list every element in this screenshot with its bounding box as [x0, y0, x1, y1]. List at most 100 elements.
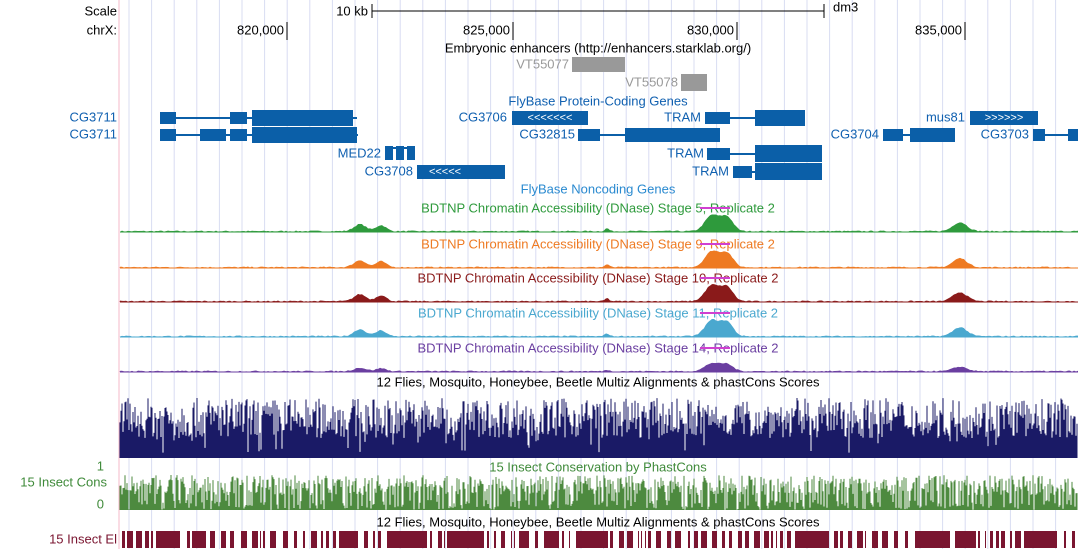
signal	[119, 250, 1078, 269]
conservation-signal	[119, 475, 1078, 510]
scale-bar	[371, 4, 825, 18]
track-title: BDTNP Chromatin Accessibility (DNase) St…	[417, 270, 778, 285]
conserved-element	[848, 531, 852, 548]
conserved-element	[985, 531, 986, 548]
conserved-element	[990, 531, 993, 548]
conserved-element	[136, 531, 142, 548]
gene-label: CG3706	[459, 109, 507, 124]
conserved-element	[780, 531, 783, 548]
conserved-element	[430, 531, 432, 548]
conserved-element	[865, 531, 866, 548]
track-title: BDTNP Chromatin Accessibility (DNase) St…	[418, 305, 778, 320]
conserved-element	[787, 531, 791, 548]
svg-text:<<<<<: <<<<<	[429, 166, 461, 178]
conserved-element	[387, 531, 427, 548]
conserved-element	[145, 531, 149, 548]
conserved-element	[955, 531, 976, 548]
conserved-element	[252, 531, 258, 548]
conserved-element	[321, 531, 323, 548]
conserved-element	[514, 531, 515, 548]
gene-label: CG3708	[365, 163, 413, 178]
gene-label: TRAM	[692, 163, 729, 178]
track-title: 15 Insect Conservation by PhastCons	[489, 459, 707, 474]
conserved-element	[339, 531, 358, 548]
signal	[119, 362, 1078, 373]
conserved-element	[210, 531, 215, 548]
ruler-tick-label: 820,000	[237, 22, 284, 37]
conserved-element	[834, 531, 838, 548]
track-title: BDTNP Chromatin Accessibility (DNase) St…	[421, 200, 775, 215]
signal	[119, 214, 1078, 233]
track-title: BDTNP Chromatin Accessibility (DNase) St…	[417, 340, 778, 355]
enhancer-label: VT55077	[516, 56, 569, 71]
svg-text:<<<<<<<: <<<<<<<	[528, 112, 573, 124]
conserved-element	[675, 531, 681, 548]
conserved-element	[241, 531, 247, 548]
track-title: FlyBase Noncoding Genes	[521, 181, 676, 196]
conserved-element	[656, 531, 661, 548]
gene-label: CG3711	[70, 109, 117, 124]
conserved-element	[535, 531, 538, 548]
conserved-element	[882, 531, 888, 548]
peak-cap	[700, 312, 730, 314]
conserved-element	[501, 531, 505, 548]
conserved-element	[156, 531, 180, 548]
strand-arrows: <<<<<<< >>>>>> <<<<<	[429, 112, 1023, 178]
scale-bar-label: 10 kb	[336, 3, 368, 18]
peak-cap	[700, 243, 730, 245]
track-title: 12 Flies, Mosquito, Honeybee, Beetle Mul…	[377, 374, 820, 389]
conserved-element	[1010, 531, 1012, 548]
scale-label: Scale	[84, 3, 117, 18]
conserved-element	[641, 531, 642, 548]
conserved-element	[712, 531, 717, 548]
conserved-element	[771, 531, 773, 548]
conserved-element	[915, 531, 950, 548]
conserved-element	[487, 531, 489, 548]
enhancer	[681, 74, 707, 91]
conserved-element	[694, 531, 698, 548]
conserved-element	[638, 531, 639, 548]
axis-label: 1	[97, 458, 104, 473]
assembly: dm3	[833, 0, 858, 14]
conserved-element	[447, 531, 484, 548]
alignment-signal	[119, 398, 1078, 458]
gene-label: CG3711	[70, 126, 117, 141]
gene-label: CG3704	[831, 126, 879, 141]
conserved-element	[645, 531, 646, 548]
track-title: FlyBase Protein-Coding Genes	[508, 93, 688, 108]
conserved-element	[722, 531, 725, 548]
peak-cap	[700, 277, 730, 279]
conserved-element	[754, 531, 760, 548]
conserved-element	[745, 531, 749, 548]
conserved-element	[840, 531, 843, 548]
ruler-tick-label: 830,000	[687, 22, 734, 37]
signal	[119, 318, 1078, 338]
gene-label: TRAM	[667, 145, 704, 160]
conserved-element	[127, 531, 133, 548]
chrom-label: chrX:	[87, 22, 117, 37]
gene-label: CG32815	[519, 126, 575, 141]
conserved-element	[260, 531, 261, 548]
conserved-element	[569, 531, 570, 548]
conserved-element	[667, 531, 671, 548]
conserved-element	[303, 531, 305, 548]
conserved-element	[544, 531, 559, 548]
conserved-element	[364, 531, 368, 548]
conserved-element	[438, 531, 442, 548]
conserved-element	[333, 531, 336, 548]
side-label: 15 Insect El	[49, 531, 117, 546]
conserved-element	[444, 531, 445, 548]
gene-label: MED22	[338, 145, 381, 160]
conserved-element	[978, 531, 980, 548]
signal	[119, 284, 1078, 303]
gene-models	[160, 110, 1078, 180]
peak-cap	[700, 207, 730, 209]
conserved-element	[378, 531, 381, 548]
ruler-tick-label: 835,000	[915, 22, 962, 37]
conserved-element	[1024, 531, 1057, 548]
enhancer-label: VT55078	[625, 74, 678, 89]
side-label: 15 Insect Cons	[20, 474, 107, 489]
conserved-element	[905, 531, 908, 548]
conserved-element	[648, 531, 651, 548]
